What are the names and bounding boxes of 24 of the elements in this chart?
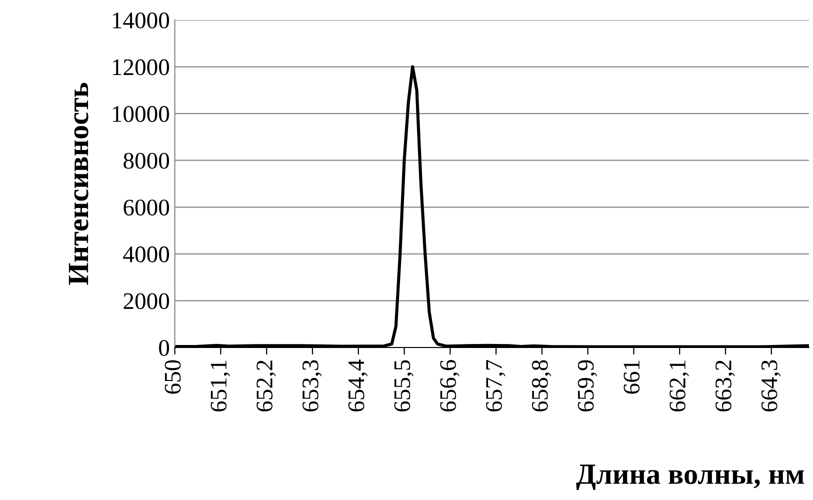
y-tick-label: 6000 (124, 200, 170, 216)
x-tick-label: 652,2 (256, 360, 276, 412)
y-tick-label: 0 (159, 340, 170, 356)
y-tick-label: 10000 (112, 106, 170, 122)
y-tick-label: 4000 (123, 246, 170, 262)
x-tick-label: 654,4 (348, 360, 368, 412)
x-axis-title: Длина волны, нм (576, 464, 804, 490)
x-tick-label: 663,2 (716, 360, 735, 412)
y-axis-title: Интенсивность (68, 82, 88, 285)
x-tick-label: 659,9 (578, 360, 598, 412)
y-tick-label: 2000 (124, 293, 170, 310)
x-tick-label: 661 (624, 360, 640, 394)
x-tick-label: 664,3 (761, 360, 781, 412)
y-tick-label: 12000 (112, 59, 170, 76)
x-tick-label: 656,6 (440, 360, 460, 412)
y-tick-label: 14000 (112, 12, 170, 28)
x-tick-label: 651,1 (210, 360, 230, 412)
x-tick-label: 653,3 (302, 360, 322, 412)
x-tick-label: 650 (164, 360, 181, 394)
y-tick-label: 8000 (124, 152, 170, 169)
x-tick-label: 662,1 (670, 360, 689, 412)
x-tick-label: 658,8 (532, 360, 552, 412)
x-tick-label: 655,5 (394, 360, 414, 412)
x-tick-label: 657,7 (486, 360, 506, 412)
